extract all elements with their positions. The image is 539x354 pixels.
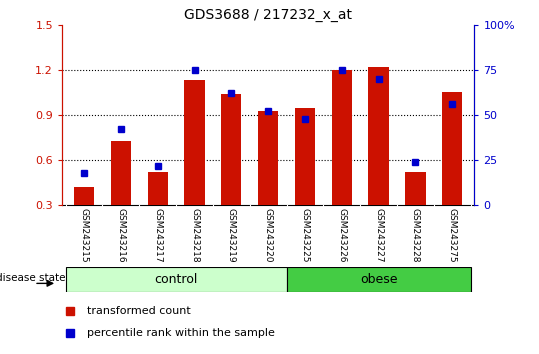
Bar: [221, 94, 241, 205]
Text: obese: obese: [360, 273, 397, 286]
Text: control: control: [155, 273, 198, 286]
Bar: [258, 110, 278, 205]
Text: percentile rank within the sample: percentile rank within the sample: [87, 328, 274, 338]
Bar: [331, 70, 352, 205]
Text: GSM243217: GSM243217: [153, 209, 162, 263]
Text: GSM243218: GSM243218: [190, 209, 199, 263]
Bar: [66, 267, 287, 292]
Text: GSM243275: GSM243275: [448, 209, 457, 263]
Text: GSM243228: GSM243228: [411, 209, 420, 263]
Text: GSM243215: GSM243215: [80, 209, 88, 263]
Bar: [442, 92, 462, 205]
Text: GSM243226: GSM243226: [337, 209, 346, 263]
Bar: [287, 267, 471, 292]
Bar: [74, 187, 94, 205]
Bar: [184, 80, 205, 205]
Text: GSM243220: GSM243220: [264, 209, 273, 263]
Title: GDS3688 / 217232_x_at: GDS3688 / 217232_x_at: [184, 8, 352, 22]
Bar: [369, 67, 389, 205]
Bar: [295, 108, 315, 205]
Text: GSM243216: GSM243216: [116, 209, 126, 263]
Text: GSM243227: GSM243227: [374, 209, 383, 263]
Text: GSM243219: GSM243219: [227, 209, 236, 263]
Bar: [111, 141, 131, 205]
Bar: [148, 172, 168, 205]
Text: GSM243225: GSM243225: [300, 209, 309, 263]
Text: disease state: disease state: [0, 273, 66, 284]
Bar: [405, 172, 425, 205]
Text: transformed count: transformed count: [87, 306, 190, 316]
